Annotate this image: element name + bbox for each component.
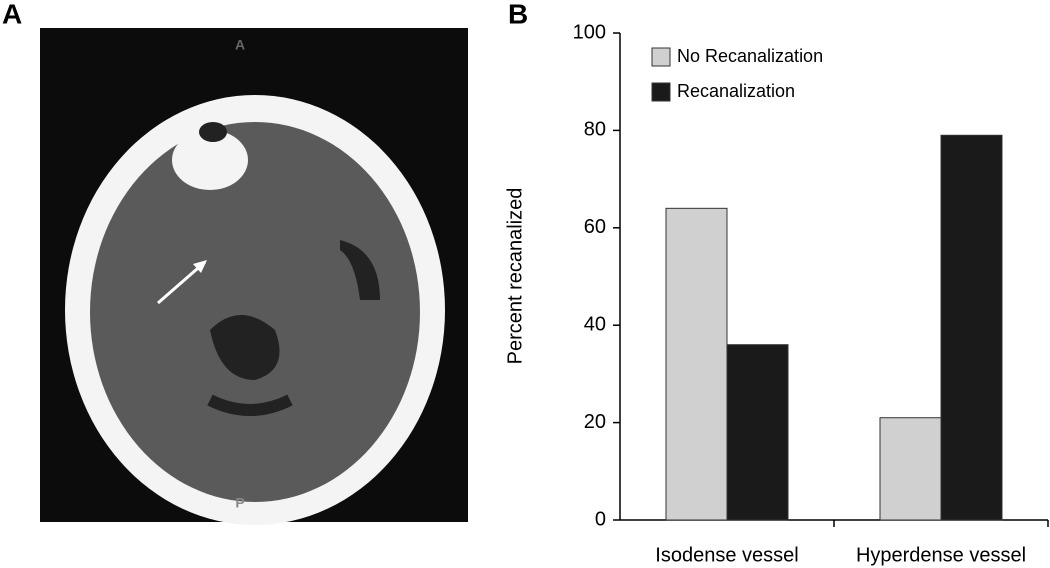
arrow [157, 260, 206, 305]
y-tick-label: 100 [573, 21, 606, 43]
x-tick-label: Hyperdense vessel [856, 544, 1026, 566]
bar [879, 417, 942, 521]
y-tick-label: 60 [584, 216, 606, 238]
x-tick-label: Isodense vessel [655, 544, 798, 566]
ct-image: A P [40, 28, 468, 525]
y-tick-label: 20 [584, 411, 606, 433]
legend-swatch [651, 47, 671, 67]
image-marker: A [235, 37, 245, 53]
y-tick-label: 0 [595, 508, 606, 530]
bar [726, 344, 789, 521]
panel-label: B [508, 0, 528, 29]
panel-label: A [2, 0, 22, 29]
y-axis-label: Percent recanalized [504, 188, 526, 365]
y-tick-label: 80 [584, 119, 606, 141]
legend-label: Recanalization [677, 81, 795, 101]
bar [940, 134, 1003, 521]
bar [665, 207, 728, 521]
image-marker: P [235, 495, 244, 511]
legend-swatch [651, 82, 671, 102]
legend-label: No Recanalization [677, 46, 823, 66]
y-tick-label: 40 [584, 313, 606, 335]
